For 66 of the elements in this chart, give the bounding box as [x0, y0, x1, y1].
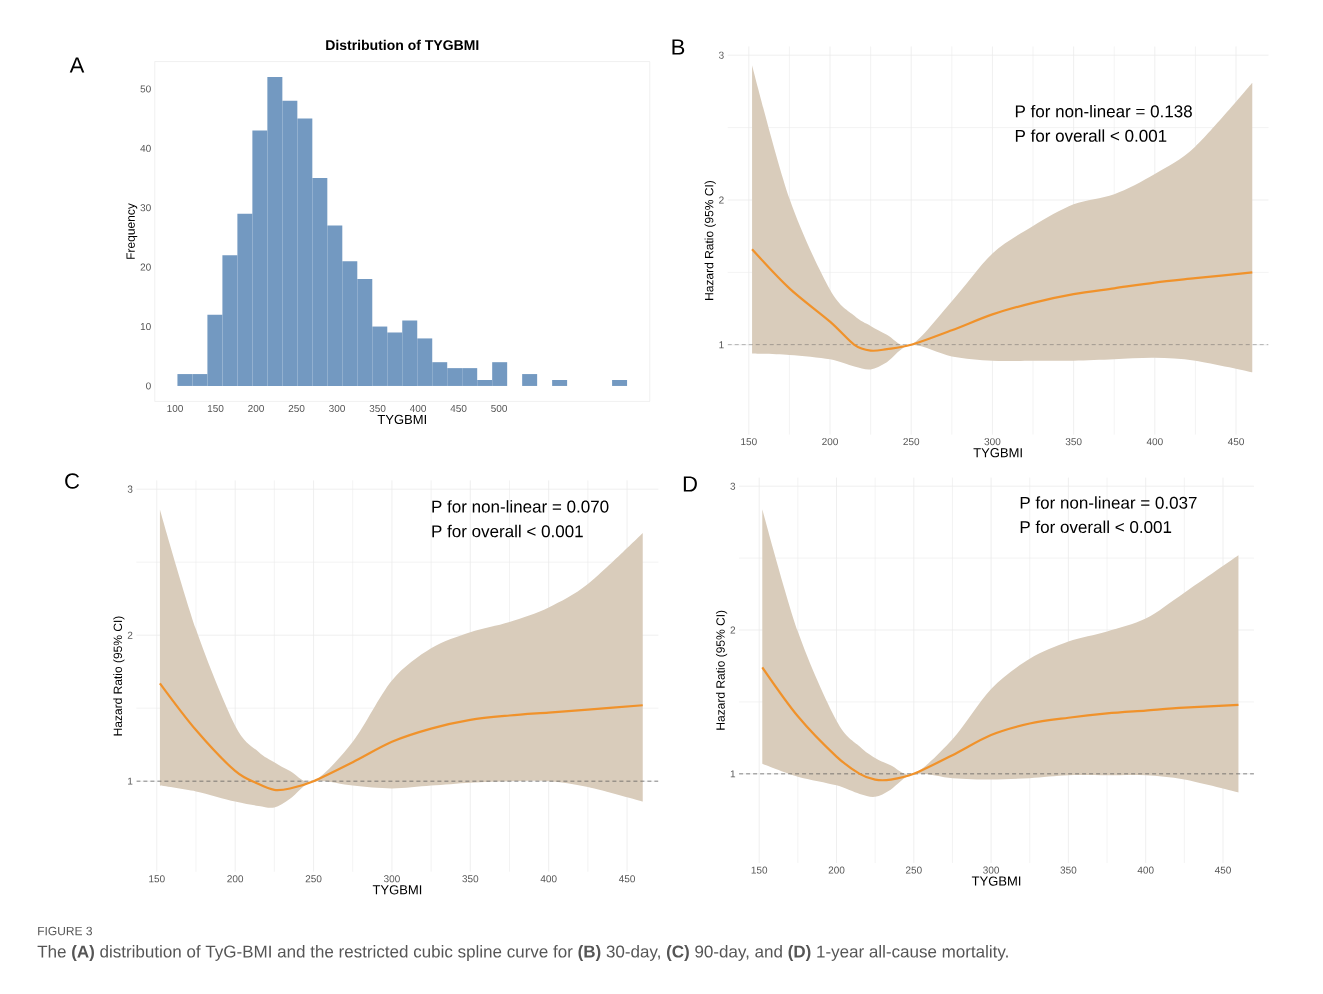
annotation: P for non-linear = 0.070 — [432, 500, 609, 513]
annotation: P for overall < 0.001 — [432, 524, 583, 538]
x-tick-label: 200 — [828, 866, 845, 874]
text: B — [672, 39, 685, 55]
y-tick-label: 2 — [719, 196, 724, 204]
x-tick-label: 250 — [905, 866, 922, 874]
text: The (A) distribution of TyG-BMI and the restricted cubic spline curve for (B) 30-day, (C) 90-day, and (D) 1-year all-cause mortality. — [37, 945, 1008, 961]
y-tick-label: 50 — [140, 85, 151, 93]
y-axis-title: Hazard Ratio (95% CI) — [704, 180, 716, 300]
x-tick-label: 250 — [288, 404, 305, 412]
y-tick-label: 1 — [719, 341, 724, 349]
x-tick-label: 300 — [329, 404, 345, 412]
text: A — [69, 57, 85, 73]
annotation: P for non-linear = 0.138 — [1015, 104, 1192, 118]
y-tick-label: 10 — [140, 323, 151, 331]
x-axis-title: TYGBMI — [973, 448, 1022, 458]
x-axis-title: TYGBMI — [377, 414, 426, 425]
x-tick-label: 300 — [983, 866, 1000, 874]
x-tick-label: 450 — [1214, 866, 1231, 874]
x-tick-label: 150 — [149, 875, 165, 883]
x-tick-label: 100 — [167, 404, 183, 412]
x-tick-label: 500 — [491, 404, 508, 412]
x-tick-label: 350 — [1060, 866, 1077, 874]
caption: FIGURE 3 — [38, 926, 93, 936]
x-tick-label: 150 — [751, 866, 768, 874]
y-axis-title: Hazard Ratio (95% CI) — [715, 610, 728, 730]
text: D — [683, 476, 697, 492]
x-tick-label: 150 — [207, 404, 224, 412]
y-tick-label: 3 — [718, 51, 724, 59]
annotation: P for overall < 0.001 — [1015, 129, 1167, 142]
x-tick-label: 450 — [618, 875, 636, 883]
y-tick-label: 20 — [140, 263, 151, 271]
x-tick-label: 300 — [984, 438, 1001, 446]
x-tick-label: 450 — [1227, 438, 1244, 446]
y-axis-title: Hazard Ratio (95% CI) — [113, 616, 125, 736]
x-tick-label: 350 — [462, 875, 479, 883]
chart-title: Distribution of TYGBMI — [326, 39, 479, 51]
y-tick-label: 3 — [127, 485, 133, 493]
x-axis-title: TYGBMI — [372, 885, 422, 895]
x-tick-label: 150 — [741, 438, 757, 446]
y-tick-label: 0 — [146, 382, 151, 390]
x-tick-label: 300 — [383, 875, 400, 883]
x-tick-label: 400 — [1137, 866, 1154, 874]
y-tick-label: 1 — [128, 777, 133, 785]
y-tick-label: 30 — [140, 204, 151, 212]
y-tick-label: 1 — [730, 770, 736, 778]
y-tick-label: 3 — [730, 482, 736, 490]
x-axis-title: TYGBMI — [971, 876, 1021, 886]
y-tick-label: 2 — [127, 631, 133, 639]
x-tick-label: 200 — [248, 404, 264, 412]
x-tick-label: 400 — [540, 875, 557, 883]
x-tick-label: 200 — [227, 875, 244, 883]
x-tick-label: 250 — [903, 438, 920, 446]
text: C — [65, 473, 80, 489]
x-tick-label: 450 — [450, 404, 467, 412]
annotation: P for non-linear = 0.037 — [1020, 496, 1197, 509]
x-tick-label: 400 — [409, 404, 427, 412]
x-tick-label: 350 — [1065, 438, 1082, 446]
x-tick-label: 400 — [1146, 438, 1163, 446]
annotation: P for overall < 0.001 — [1020, 520, 1172, 534]
y-axis-title: Frequency — [126, 203, 138, 259]
x-tick-label: 350 — [369, 404, 386, 412]
x-tick-label: 250 — [305, 875, 322, 883]
y-tick-label: 2 — [730, 626, 736, 634]
x-tick-label: 200 — [822, 438, 838, 446]
y-tick-label: 40 — [140, 144, 151, 152]
